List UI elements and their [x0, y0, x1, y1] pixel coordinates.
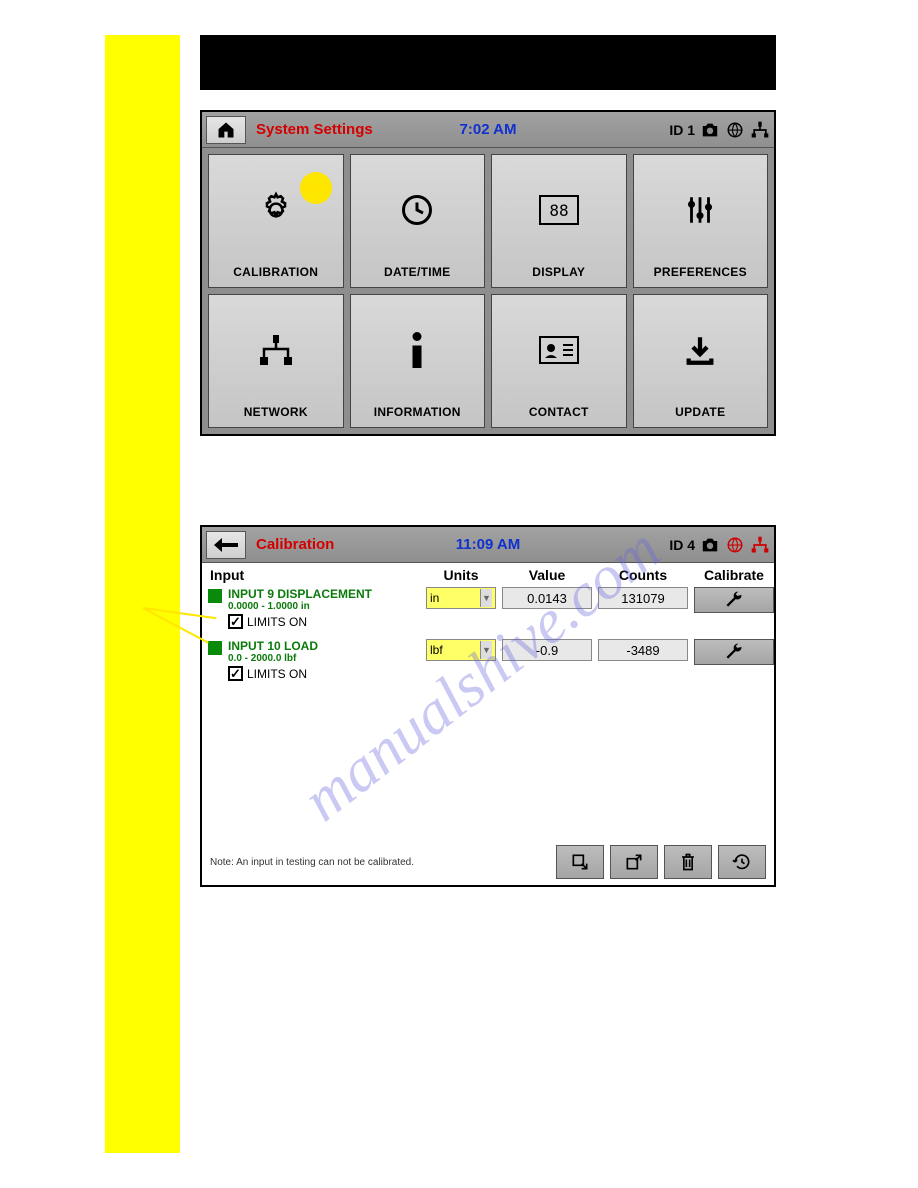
col-value: Value: [502, 567, 592, 583]
camera-icon: [700, 120, 720, 140]
tile-information[interactable]: INFORMATION: [350, 294, 486, 428]
delete-button[interactable]: [664, 845, 712, 879]
col-counts: Counts: [598, 567, 688, 583]
settings-grid: CALIBRATION DATE/TIME 88 DISPLAY PREFERE…: [202, 148, 774, 434]
clock-icon: [399, 155, 435, 265]
back-arrow-icon: [214, 536, 238, 554]
globe-icon: [725, 120, 745, 140]
checkbox-icon: ✓: [228, 666, 243, 681]
tile-display[interactable]: 88 DISPLAY: [491, 154, 627, 288]
footer-note: Note: An input in testing can not be cal…: [210, 857, 414, 868]
value-display: 0.0143: [502, 587, 592, 609]
status-icons: ID 4: [669, 535, 770, 555]
unit-value: in: [430, 591, 439, 605]
info-icon: [407, 295, 427, 405]
back-button[interactable]: [206, 531, 246, 559]
limits-toggle[interactable]: ✓ LIMITS ON: [228, 666, 420, 681]
clock-text: 11:09 AM: [456, 536, 520, 553]
display-icon: 88: [539, 155, 579, 265]
gear-icon: [257, 155, 295, 265]
calibrate-button[interactable]: [694, 639, 774, 665]
export-icon: [624, 852, 644, 872]
svg-text:88: 88: [549, 201, 568, 220]
unit-value: lbf: [430, 643, 443, 657]
system-settings-panel: System Settings 7:02 AM ID 1 CALIBRATION…: [200, 110, 776, 436]
history-icon: [732, 852, 752, 872]
wrench-icon: [724, 642, 744, 662]
input-status-icon: [208, 589, 222, 603]
tile-label: NETWORK: [244, 405, 308, 419]
tile-label: PREFERENCES: [654, 265, 747, 279]
home-icon: [215, 120, 237, 140]
footer-buttons: [556, 845, 766, 879]
dropdown-icon: ▼: [480, 641, 492, 659]
wrench-icon: [724, 590, 744, 610]
units-select[interactable]: in ▼: [426, 587, 496, 609]
tile-network[interactable]: NETWORK: [208, 294, 344, 428]
globe-icon: [725, 535, 745, 555]
units-select[interactable]: lbf ▼: [426, 639, 496, 661]
status-icons: ID 1: [669, 120, 770, 140]
input-meta: INPUT 9 DISPLACEMENT 0.0000 - 1.0000 in …: [210, 587, 420, 629]
id-label: ID 4: [669, 537, 695, 553]
limits-toggle[interactable]: ✓ LIMITS ON: [228, 614, 420, 629]
col-calibrate: Calibrate: [694, 567, 774, 583]
trash-icon: [679, 852, 697, 872]
id-label: ID 1: [669, 122, 695, 138]
titlebar: System Settings 7:02 AM ID 1: [202, 112, 774, 148]
input-status-icon: [208, 641, 222, 655]
tile-label: DISPLAY: [532, 265, 585, 279]
idcard-icon: [539, 295, 579, 405]
import-button[interactable]: [556, 845, 604, 879]
counts-display: -3489: [598, 639, 688, 661]
tile-preferences[interactable]: PREFERENCES: [633, 154, 769, 288]
col-input: Input: [210, 567, 420, 583]
input-range: 0.0 - 2000.0 lbf: [228, 653, 420, 664]
network-icon: [750, 120, 770, 140]
counts-display: 131079: [598, 587, 688, 609]
tile-datetime[interactable]: DATE/TIME: [350, 154, 486, 288]
network-icon: [256, 295, 296, 405]
tile-update[interactable]: UPDATE: [633, 294, 769, 428]
input-name: INPUT 9 DISPLACEMENT: [228, 587, 420, 601]
tile-contact[interactable]: CONTACT: [491, 294, 627, 428]
history-button[interactable]: [718, 845, 766, 879]
import-icon: [570, 852, 590, 872]
dropdown-icon: ▼: [480, 589, 492, 607]
panel-title: System Settings: [256, 121, 373, 138]
input-row: INPUT 10 LOAD 0.0 - 2000.0 lbf ✓ LIMITS …: [202, 637, 774, 683]
export-button[interactable]: [610, 845, 658, 879]
input-meta: INPUT 10 LOAD 0.0 - 2000.0 lbf ✓ LIMITS …: [210, 639, 420, 681]
sliders-icon: [683, 155, 717, 265]
input-range: 0.0000 - 1.0000 in: [228, 601, 420, 612]
download-icon: [683, 295, 717, 405]
network-icon: [750, 535, 770, 555]
camera-icon: [700, 535, 720, 555]
calibration-panel: Calibration 11:09 AM ID 4 Input Units Va…: [200, 525, 776, 887]
tile-label: UPDATE: [675, 405, 725, 419]
yellow-sidebar: [105, 35, 180, 1153]
highlight-dot: [300, 172, 332, 204]
tile-label: CALIBRATION: [233, 265, 318, 279]
checkbox-icon: ✓: [228, 614, 243, 629]
calibrate-button[interactable]: [694, 587, 774, 613]
column-headers: Input Units Value Counts Calibrate: [202, 563, 774, 585]
value-display: -0.9: [502, 639, 592, 661]
titlebar: Calibration 11:09 AM ID 4: [202, 527, 774, 563]
panel-title: Calibration: [256, 536, 334, 553]
black-header-bar: [200, 35, 776, 90]
tile-label: INFORMATION: [374, 405, 461, 419]
tile-label: DATE/TIME: [384, 265, 450, 279]
limits-label: LIMITS ON: [247, 667, 307, 681]
limits-label: LIMITS ON: [247, 615, 307, 629]
clock-text: 7:02 AM: [460, 121, 517, 138]
input-row: INPUT 9 DISPLACEMENT 0.0000 - 1.0000 in …: [202, 585, 774, 631]
home-button[interactable]: [206, 116, 246, 144]
input-name: INPUT 10 LOAD: [228, 639, 420, 653]
col-units: Units: [426, 567, 496, 583]
panel-footer: Note: An input in testing can not be cal…: [210, 845, 766, 879]
tile-label: CONTACT: [529, 405, 589, 419]
